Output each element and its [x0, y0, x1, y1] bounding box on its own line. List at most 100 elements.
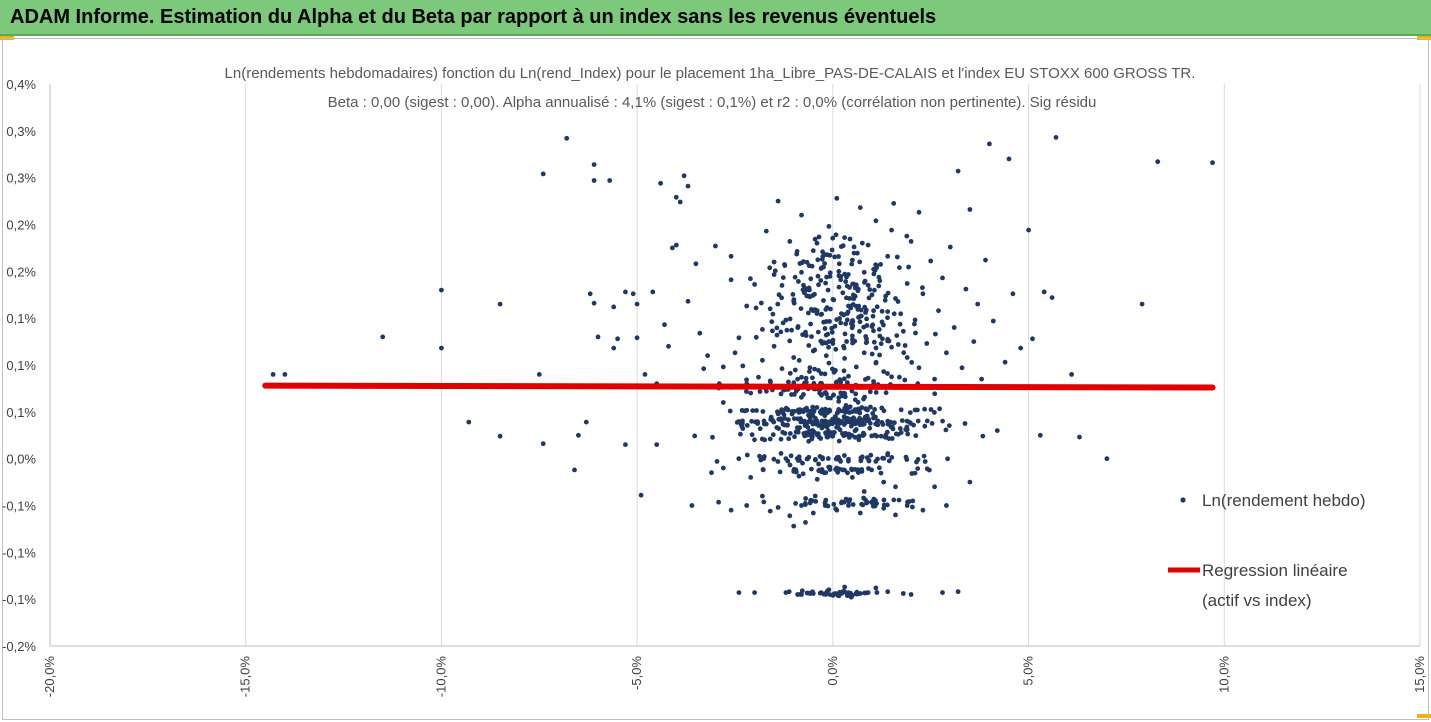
- data-point: [818, 590, 824, 595]
- data-point: [791, 392, 797, 397]
- data-point: [380, 334, 386, 340]
- data-point: [955, 168, 961, 174]
- data-point: [846, 303, 851, 309]
- data-point: [865, 590, 871, 595]
- data-point: [808, 321, 813, 327]
- data-point: [591, 162, 597, 168]
- data-point: [825, 287, 831, 293]
- data-point: [883, 432, 889, 438]
- data-point: [871, 271, 877, 277]
- data-point: [761, 499, 767, 505]
- data-point: [736, 590, 742, 595]
- data-point: [799, 588, 805, 594]
- data-point: [878, 262, 883, 267]
- data-point: [831, 418, 837, 424]
- data-point: [897, 426, 903, 431]
- data-point: [912, 321, 917, 327]
- data-point: [650, 289, 656, 295]
- data-point: [710, 434, 715, 440]
- data-point: [788, 453, 794, 459]
- data-point: [857, 205, 863, 211]
- data-point: [847, 236, 853, 242]
- data-point: [893, 296, 898, 301]
- data-point: [837, 316, 842, 321]
- data-point: [897, 265, 902, 270]
- data-point: [928, 258, 934, 264]
- data-point: [842, 453, 847, 458]
- data-point: [615, 336, 620, 342]
- data-point: [810, 413, 816, 419]
- data-point: [630, 291, 636, 297]
- data-point: [802, 433, 808, 439]
- data-point: [857, 510, 863, 516]
- data-point: [813, 457, 818, 462]
- data-point: [940, 418, 945, 424]
- data-point: [807, 287, 812, 293]
- data-point: [922, 406, 927, 412]
- data-point: [857, 422, 863, 428]
- data-point: [879, 420, 885, 425]
- data-point: [801, 282, 806, 288]
- data-point: [778, 451, 784, 456]
- data-point: [878, 470, 884, 476]
- data-point: [796, 279, 801, 284]
- data-point: [814, 432, 820, 438]
- data-point: [642, 372, 648, 377]
- data-point: [833, 467, 838, 472]
- data-point: [583, 419, 589, 425]
- data-point: [792, 434, 797, 440]
- data-point: [922, 423, 928, 429]
- data-point: [792, 367, 798, 373]
- data-point: [876, 327, 882, 332]
- data-point: [807, 365, 813, 371]
- data-point: [869, 433, 875, 439]
- data-point: [864, 413, 870, 419]
- data-point: [955, 589, 961, 595]
- data-point: [871, 308, 876, 314]
- data-point: [881, 369, 887, 374]
- data-point: [799, 503, 804, 508]
- data-point: [915, 466, 921, 471]
- y-tick-label: 0,4%: [6, 77, 36, 92]
- data-point: [906, 264, 911, 270]
- data-point: [720, 400, 726, 405]
- data-point: [795, 324, 801, 329]
- data-point: [818, 312, 824, 317]
- data-point: [841, 376, 847, 382]
- data-point: [677, 199, 683, 205]
- data-point: [779, 407, 785, 412]
- data-point: [728, 507, 734, 513]
- data-point: [818, 278, 824, 283]
- data-point: [904, 418, 910, 424]
- data-point: [975, 301, 981, 307]
- data-point: [803, 375, 809, 381]
- data-point: [861, 396, 866, 402]
- data-point: [891, 201, 897, 206]
- data-point: [893, 431, 899, 437]
- data-point: [855, 470, 861, 475]
- data-point: [781, 412, 787, 418]
- data-point: [823, 390, 828, 395]
- data-point: [920, 507, 926, 513]
- data-point: [807, 428, 812, 434]
- data-point: [855, 250, 860, 256]
- data-point: [920, 291, 926, 297]
- data-point: [782, 263, 788, 268]
- data-point: [607, 178, 613, 183]
- data-point: [868, 452, 874, 458]
- data-point: [779, 366, 785, 372]
- data-point: [767, 265, 773, 271]
- data-point: [771, 343, 777, 349]
- data-point: [749, 418, 754, 424]
- data-point: [857, 259, 863, 265]
- data-point: [900, 328, 906, 334]
- data-point: [756, 374, 761, 380]
- data-point: [827, 274, 833, 279]
- data-point: [841, 433, 847, 439]
- data-point: [720, 465, 726, 471]
- data-point: [771, 419, 777, 425]
- data-point: [859, 454, 865, 460]
- data-point: [832, 323, 838, 329]
- data-point: [915, 418, 921, 424]
- data-point: [673, 194, 679, 200]
